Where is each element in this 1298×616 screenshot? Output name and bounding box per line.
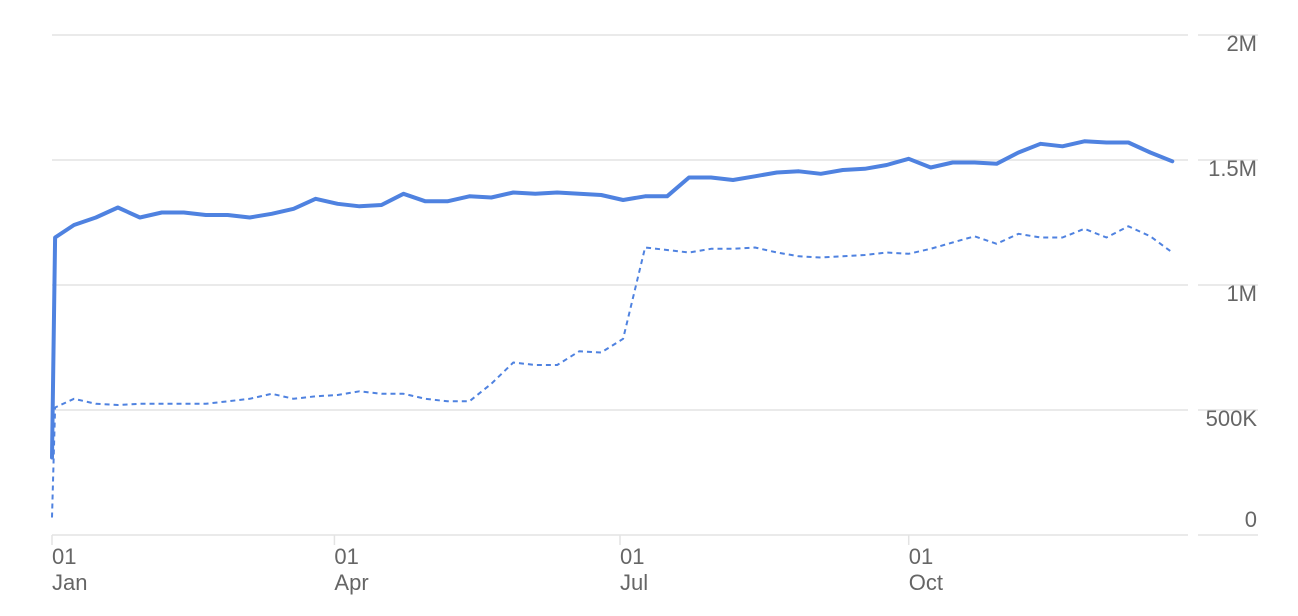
x-tick-month-label: Apr (334, 570, 368, 595)
gridlines (52, 34, 1258, 536)
x-tick-month-label: Jan (52, 570, 87, 595)
y-tick-label: 1M (1226, 281, 1257, 306)
series-solid-line (50, 139, 1175, 460)
x-tick-month-label: Jul (620, 570, 648, 595)
plot-area (50, 139, 1175, 518)
y-tick-label: 0 (1245, 507, 1257, 532)
x-tick-day-label: 01 (620, 544, 644, 569)
x-tick-day-label: 01 (52, 544, 76, 569)
x-tick-day-label: 01 (909, 544, 933, 569)
y-axis: 0 500K 1M 1.5M 2M (1206, 31, 1258, 532)
y-tick-label: 500K (1206, 406, 1258, 431)
x-tick-day-label: 01 (334, 544, 358, 569)
x-tick-month-label: Oct (909, 570, 943, 595)
y-tick-label: 2M (1226, 31, 1257, 56)
series-dashed-line (51, 225, 1173, 518)
y-tick-label: 1.5M (1208, 156, 1257, 181)
